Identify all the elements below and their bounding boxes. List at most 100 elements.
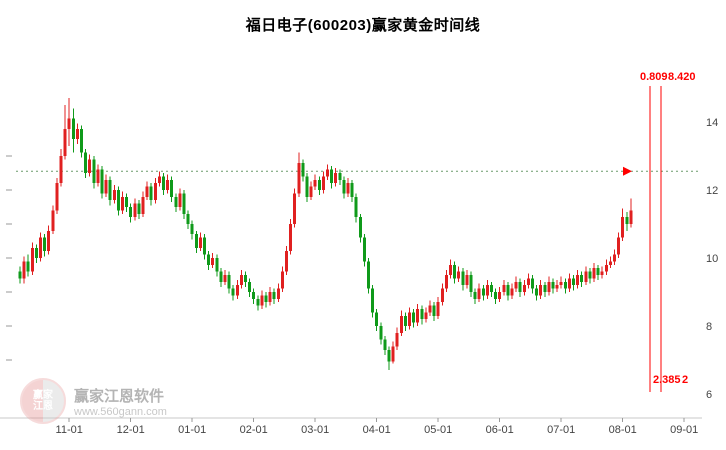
candle-body <box>116 190 120 211</box>
candle-body <box>317 179 321 190</box>
candle <box>88 154 92 177</box>
candle-body <box>162 176 165 190</box>
candle-body <box>608 261 612 265</box>
candle <box>334 167 338 187</box>
candle <box>194 230 198 253</box>
candle-body <box>576 275 580 286</box>
candle-body <box>71 118 75 139</box>
candle <box>518 278 522 298</box>
candle <box>239 269 243 289</box>
candle <box>297 152 301 197</box>
candle <box>629 198 633 228</box>
candle-body <box>580 275 584 282</box>
candle-body <box>436 302 440 316</box>
candle <box>305 173 309 202</box>
reference-arrow-icon <box>623 166 632 176</box>
candle-body <box>215 258 219 272</box>
candle <box>379 322 383 345</box>
candle <box>215 254 219 277</box>
candle <box>485 280 489 299</box>
candle <box>166 174 170 194</box>
candle-body <box>444 275 448 289</box>
candle-body <box>252 292 256 299</box>
candle-body <box>350 183 354 197</box>
candle-body <box>125 196 129 207</box>
candle-body <box>34 247 38 258</box>
candle-body <box>104 179 108 194</box>
candle-body <box>194 234 198 248</box>
candle-body <box>170 179 174 197</box>
candle <box>371 285 375 318</box>
candle-body <box>280 271 284 289</box>
candle-body <box>264 295 268 303</box>
candle <box>84 149 88 179</box>
candle <box>473 288 477 304</box>
candle-body <box>539 285 543 296</box>
candle <box>178 188 182 211</box>
candle-body <box>207 254 211 265</box>
candle <box>510 283 514 299</box>
y-tick-label: 12 <box>706 185 718 197</box>
candle-body <box>88 159 92 173</box>
candle <box>440 283 444 306</box>
candle-body <box>399 315 403 333</box>
candle-body <box>600 271 604 275</box>
candle <box>235 280 239 299</box>
candle <box>551 278 555 294</box>
candle-body <box>367 261 370 289</box>
candle-body <box>346 183 350 194</box>
candle-body <box>572 278 575 286</box>
candle <box>391 341 395 364</box>
candle <box>362 234 366 267</box>
candle <box>186 210 190 230</box>
candle-body <box>59 156 63 184</box>
candle-body <box>321 176 325 190</box>
candle <box>18 266 22 284</box>
candle <box>174 193 178 213</box>
candle-body <box>129 207 133 218</box>
candle-body <box>326 169 329 177</box>
x-tick-label: 03-01 <box>301 424 329 436</box>
candle-body <box>518 281 522 292</box>
candle-body <box>75 128 79 139</box>
candle <box>182 190 186 219</box>
candle <box>449 259 452 279</box>
candle-body <box>219 271 223 282</box>
candle <box>506 281 510 301</box>
candle-body <box>198 237 202 248</box>
candle-body <box>375 312 379 326</box>
candle-body <box>613 254 616 262</box>
candle-body <box>26 261 30 272</box>
candle <box>108 176 112 206</box>
candle-body <box>18 271 22 279</box>
candle <box>399 310 403 337</box>
candle-body <box>43 237 47 252</box>
candle-body <box>440 288 444 303</box>
candle <box>227 271 231 294</box>
candle <box>526 273 530 289</box>
candle-body <box>227 275 231 289</box>
y-tick-label: 14 <box>706 117 718 129</box>
y-tick-label: 6 <box>706 389 712 401</box>
candle <box>576 269 580 289</box>
candle <box>342 176 346 199</box>
candle-body <box>465 275 469 286</box>
candle <box>22 256 26 284</box>
candle <box>264 292 268 308</box>
candle-body <box>506 285 510 296</box>
candle-body <box>502 285 506 292</box>
candle-body <box>358 217 362 238</box>
candle-body <box>596 268 600 275</box>
candle <box>477 283 481 303</box>
candle-body <box>157 176 161 184</box>
candle <box>522 280 526 296</box>
candle-body <box>555 285 559 289</box>
candle <box>121 191 124 214</box>
candle <box>137 200 141 219</box>
candle <box>567 273 571 292</box>
candle <box>67 98 71 146</box>
candle-body <box>383 339 387 350</box>
candle-body <box>588 271 592 279</box>
candle-body <box>494 292 498 299</box>
candle-body <box>617 237 621 255</box>
